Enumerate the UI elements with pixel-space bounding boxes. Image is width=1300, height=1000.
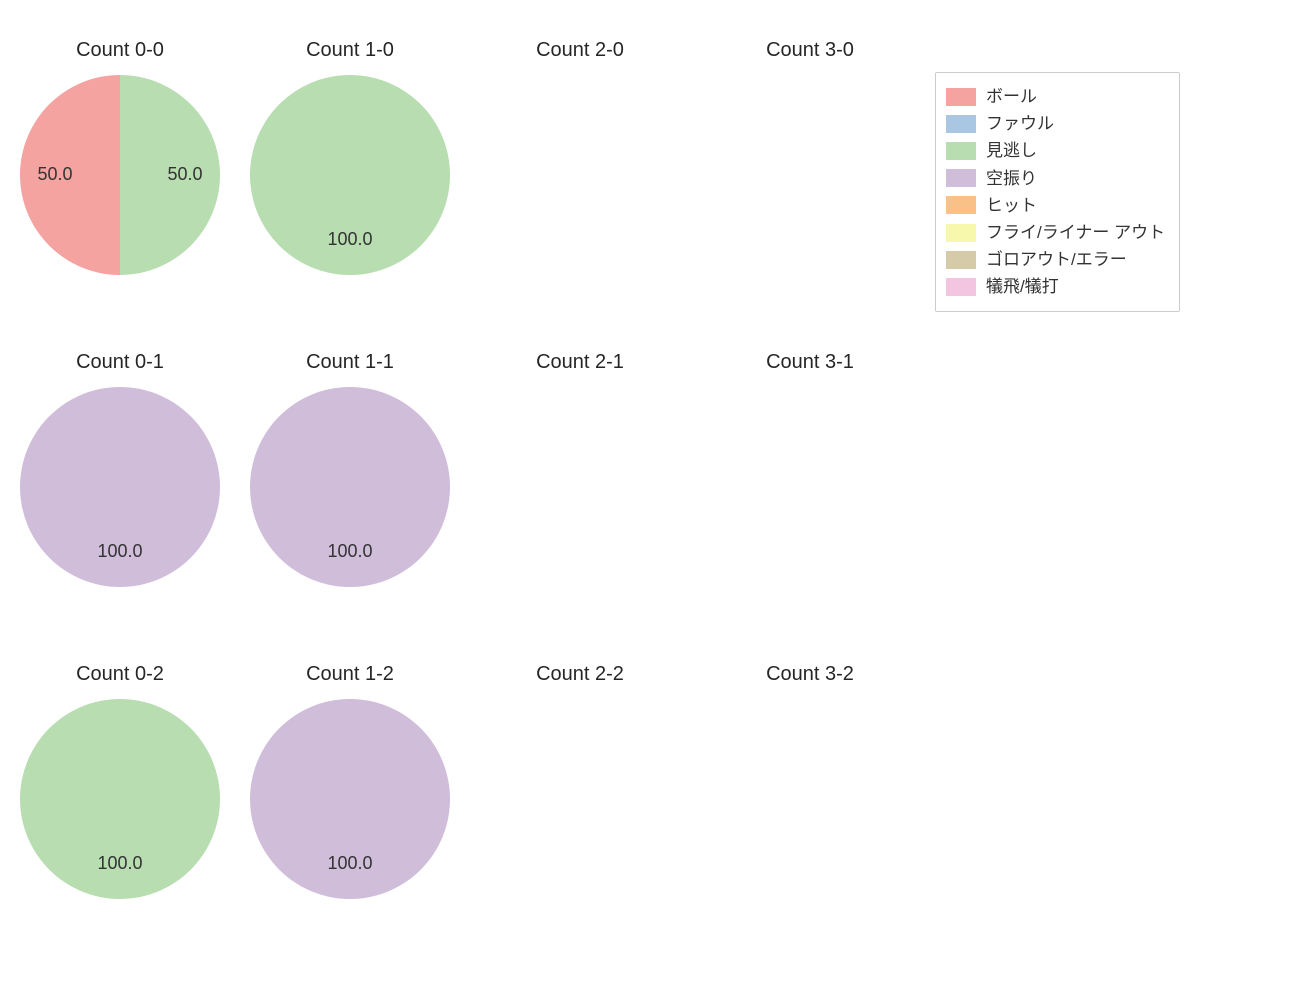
legend-swatch bbox=[946, 224, 976, 242]
pie-value-label: 100.0 bbox=[327, 541, 372, 561]
pie-value-label: 50.0 bbox=[167, 164, 202, 184]
legend-label: ゴロアウト/エラー bbox=[986, 246, 1127, 273]
pie-value-label: 100.0 bbox=[327, 853, 372, 873]
pie-value-label: 100.0 bbox=[327, 229, 372, 249]
legend-label: 見逃し bbox=[986, 137, 1037, 164]
legend-item: フライ/ライナー アウト bbox=[946, 219, 1165, 246]
pie-title: Count 3-0 bbox=[710, 39, 910, 62]
pie-cell: Count 3-0 bbox=[710, 75, 910, 275]
pie-chart: 50.0 50.0 bbox=[20, 75, 220, 275]
pie-title: Count 0-0 bbox=[20, 39, 220, 62]
legend-swatch bbox=[946, 196, 976, 214]
pie-cell: Count 0-050.050.0 bbox=[20, 75, 220, 275]
pie-title: Count 1-0 bbox=[250, 39, 450, 62]
legend-item: ゴロアウト/エラー bbox=[946, 246, 1165, 273]
legend-swatch bbox=[946, 115, 976, 133]
pie-value-label: 50.0 bbox=[37, 164, 72, 184]
pie-chart bbox=[480, 75, 680, 275]
pie-title: Count 3-1 bbox=[710, 351, 910, 374]
legend-swatch bbox=[946, 278, 976, 296]
pie-title: Count 0-2 bbox=[20, 663, 220, 686]
pie-value-label: 100.0 bbox=[97, 853, 142, 873]
legend-label: ヒット bbox=[986, 192, 1037, 219]
legend-item: 犠飛/犠打 bbox=[946, 273, 1165, 300]
legend-label: フライ/ライナー アウト bbox=[986, 219, 1165, 246]
pie-chart bbox=[480, 699, 680, 899]
pie-chart: 100.0 bbox=[20, 387, 220, 587]
pie-cell: Count 3-2 bbox=[710, 699, 910, 899]
legend-item: 見逃し bbox=[946, 137, 1165, 164]
legend-item: 空振り bbox=[946, 165, 1165, 192]
pie-chart: 100.0 bbox=[20, 699, 220, 899]
pie-chart: 100.0 bbox=[250, 699, 450, 899]
pie-chart bbox=[710, 75, 910, 275]
legend-item: ヒット bbox=[946, 192, 1165, 219]
pie-chart bbox=[710, 387, 910, 587]
pie-cell: Count 3-1 bbox=[710, 387, 910, 587]
legend-label: 空振り bbox=[986, 165, 1037, 192]
pie-grid-figure: Count 0-050.050.0Count 1-0100.0Count 2-0… bbox=[0, 0, 1300, 1000]
legend-label: ボール bbox=[986, 83, 1037, 110]
pie-chart: 100.0 bbox=[250, 387, 450, 587]
pie-cell: Count 0-2100.0 bbox=[20, 699, 220, 899]
pie-title: Count 1-1 bbox=[250, 351, 450, 374]
pie-cell: Count 2-0 bbox=[480, 75, 680, 275]
pie-cell: Count 2-1 bbox=[480, 387, 680, 587]
legend-swatch bbox=[946, 251, 976, 269]
pie-title: Count 2-2 bbox=[480, 663, 680, 686]
legend-item: ファウル bbox=[946, 110, 1165, 137]
pie-cell: Count 1-0100.0 bbox=[250, 75, 450, 275]
legend-label: ファウル bbox=[986, 110, 1054, 137]
pie-chart bbox=[710, 699, 910, 899]
legend: ボールファウル見逃し空振りヒットフライ/ライナー アウトゴロアウト/エラー犠飛/… bbox=[935, 72, 1180, 312]
legend-label: 犠飛/犠打 bbox=[986, 273, 1059, 300]
legend-swatch bbox=[946, 142, 976, 160]
pie-cell: Count 0-1100.0 bbox=[20, 387, 220, 587]
pie-title: Count 2-1 bbox=[480, 351, 680, 374]
pie-value-label: 100.0 bbox=[97, 541, 142, 561]
legend-swatch bbox=[946, 169, 976, 187]
pie-cell: Count 1-2100.0 bbox=[250, 699, 450, 899]
pie-title: Count 3-2 bbox=[710, 663, 910, 686]
pie-cell: Count 2-2 bbox=[480, 699, 680, 899]
pie-cell: Count 1-1100.0 bbox=[250, 387, 450, 587]
pie-chart bbox=[480, 387, 680, 587]
pie-title: Count 2-0 bbox=[480, 39, 680, 62]
pie-chart: 100.0 bbox=[250, 75, 450, 275]
legend-swatch bbox=[946, 88, 976, 106]
pie-title: Count 1-2 bbox=[250, 663, 450, 686]
pie-title: Count 0-1 bbox=[20, 351, 220, 374]
legend-item: ボール bbox=[946, 83, 1165, 110]
